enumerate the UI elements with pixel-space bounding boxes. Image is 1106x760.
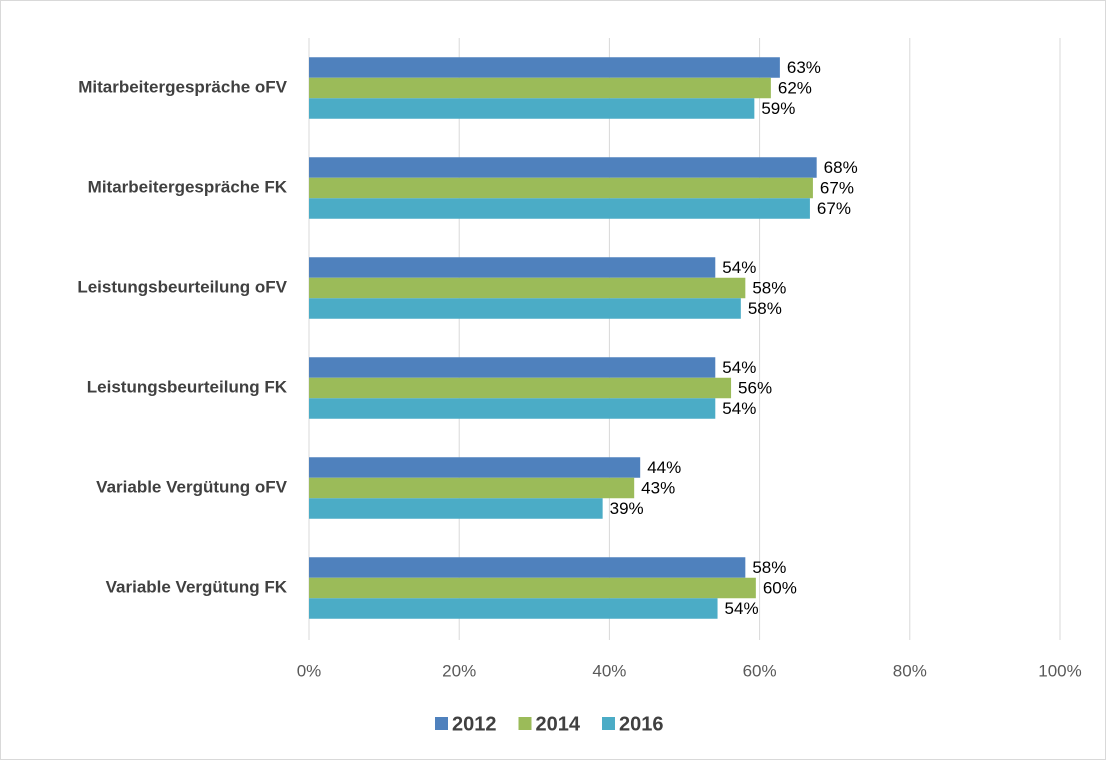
legend-label: 2016 <box>619 713 664 735</box>
x-tick-label: 20% <box>442 661 476 680</box>
x-tick-label: 80% <box>893 661 927 680</box>
data-label: 44% <box>647 458 681 477</box>
bar <box>309 557 746 578</box>
legend-swatch <box>518 717 532 730</box>
bar <box>309 477 635 499</box>
legend-label: 2014 <box>536 713 581 735</box>
bar <box>309 577 756 599</box>
bar <box>309 377 732 399</box>
bar <box>309 98 755 119</box>
data-label: 54% <box>725 599 759 618</box>
bar <box>309 398 716 419</box>
y-tick-label: Variable Vergütung FK <box>106 577 288 596</box>
bar <box>309 77 771 99</box>
data-label: 39% <box>610 499 644 518</box>
bar <box>309 277 746 299</box>
x-tick-label: 100% <box>1038 661 1081 680</box>
bar <box>309 298 741 319</box>
legend-label: 2012 <box>452 713 497 735</box>
bar <box>309 257 716 278</box>
bar <box>309 598 718 619</box>
bar <box>309 457 641 478</box>
bar <box>309 57 780 78</box>
data-label: 54% <box>722 258 756 277</box>
bar <box>309 357 716 378</box>
y-tick-label: Mitarbeitergespräche oFV <box>78 77 287 96</box>
legend-swatch <box>435 717 448 730</box>
data-label: 54% <box>722 358 756 377</box>
y-tick-label: Variable Vergütung oFV <box>96 477 287 496</box>
bar <box>309 498 603 519</box>
data-label: 56% <box>738 378 772 397</box>
data-label: 58% <box>752 558 786 577</box>
bar <box>309 198 810 219</box>
y-tick-label: Leistungsbeurteilung FK <box>87 377 288 396</box>
data-label: 54% <box>722 399 756 418</box>
data-label: 62% <box>778 78 812 97</box>
data-label: 67% <box>817 199 851 218</box>
x-tick-label: 40% <box>592 661 626 680</box>
data-label: 63% <box>787 58 821 77</box>
data-label: 60% <box>763 578 797 597</box>
data-label: 58% <box>748 299 782 318</box>
data-label: 58% <box>752 278 786 297</box>
x-tick-label: 60% <box>743 661 777 680</box>
data-label: 43% <box>641 478 675 497</box>
x-tick-label: 0% <box>297 661 322 680</box>
data-label: 67% <box>820 178 854 197</box>
data-label: 59% <box>761 99 795 118</box>
bar <box>309 177 813 199</box>
bar <box>309 157 817 178</box>
y-tick-label: Leistungsbeurteilung oFV <box>77 277 287 296</box>
data-label: 68% <box>824 158 858 177</box>
y-tick-label: Mitarbeitergespräche FK <box>88 177 288 196</box>
legend-swatch <box>602 717 615 730</box>
